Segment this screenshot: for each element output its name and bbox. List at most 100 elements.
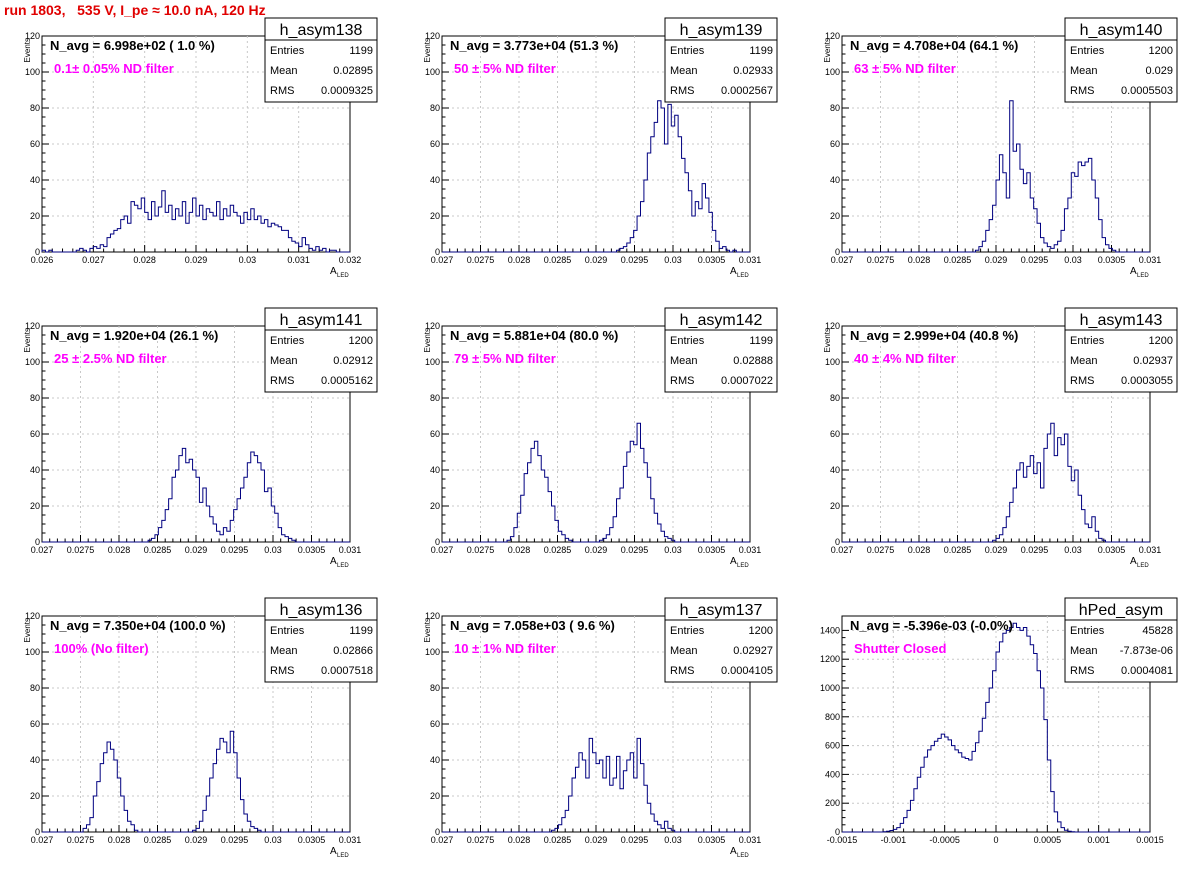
x-tick-label: 0.03 xyxy=(264,545,282,555)
navg-label: N_avg = 6.998e+02 ( 1.0 %) xyxy=(50,38,215,53)
y-tick-label: 60 xyxy=(430,719,440,729)
x-tick-label: 0.0305 xyxy=(698,545,726,555)
stats-label: RMS xyxy=(670,375,694,387)
stats-label: Entries xyxy=(670,335,705,347)
stats-value: -7.873e-06 xyxy=(1120,645,1173,657)
navg-label: N_avg = 3.773e+04 (51.3 %) xyxy=(450,38,618,53)
stats-label: RMS xyxy=(270,85,294,97)
histogram-name: h_asym141 xyxy=(280,312,363,329)
histogram-panel-h_asym143: 0.027 0.0275 0.028 0.0285 0.029 0.0295 0.03 0.0… xyxy=(823,307,1178,569)
y-tick-label: 0 xyxy=(35,247,40,257)
x-tick-label: 0.0285 xyxy=(944,255,972,265)
stats-value: 0.0007518 xyxy=(321,665,373,677)
x-tick-label: 0.0285 xyxy=(144,835,172,845)
y-tick-label: 400 xyxy=(825,769,840,779)
stats-label: Mean xyxy=(670,65,698,77)
x-tick-label: 0.029 xyxy=(985,255,1008,265)
y-tick-label: 100 xyxy=(425,67,440,77)
stats-label: RMS xyxy=(670,665,694,677)
histogram-series-line xyxy=(42,447,350,543)
x-tick-label: 0.0285 xyxy=(544,835,572,845)
x-tick-label: 0.027 xyxy=(82,255,105,265)
y-axis-label: Events xyxy=(423,328,432,352)
x-tick-label: 0.027 xyxy=(831,255,854,265)
x-tick-label: 0.028 xyxy=(908,545,931,555)
y-tick-label: 0 xyxy=(35,537,40,547)
stats-value: 45828 xyxy=(1142,625,1173,637)
stats-box xyxy=(264,39,378,103)
stats-value: 0.0009325 xyxy=(321,85,373,97)
y-tick-label: 80 xyxy=(830,103,840,113)
stats-label: RMS xyxy=(1070,85,1094,97)
y-tick-label: 120 xyxy=(825,321,840,331)
stats-label: Mean xyxy=(270,65,298,77)
stats-label: Mean xyxy=(1070,645,1098,657)
y-tick-label: 80 xyxy=(430,683,440,693)
y-tick-label: 80 xyxy=(30,683,40,693)
y-tick-label: 80 xyxy=(30,103,40,113)
x-axis-label-subscript: LED xyxy=(337,563,349,569)
y-tick-label: 20 xyxy=(430,211,440,221)
x-tick-label: 0.028 xyxy=(108,545,131,555)
stats-box xyxy=(264,619,378,683)
x-tick-label: 0.029 xyxy=(985,545,1008,555)
stats-value: 0.0007022 xyxy=(721,375,773,387)
navg-label: N_avg = 1.920e+04 (26.1 %) xyxy=(50,328,218,343)
stats-value: 1200 xyxy=(749,625,773,637)
histogram-series-line xyxy=(842,422,1150,543)
y-tick-label: 200 xyxy=(825,798,840,808)
x-axis-label: A xyxy=(1130,266,1137,277)
stats-box xyxy=(1064,329,1178,393)
x-tick-label: 0.0285 xyxy=(544,545,572,555)
x-tick-label: 0.0295 xyxy=(621,545,649,555)
stats-label: Entries xyxy=(1070,625,1105,637)
x-tick-label: 0.03 xyxy=(664,835,682,845)
y-axis-label: Events xyxy=(23,328,32,352)
x-axis-label-subscript: LED xyxy=(337,853,349,859)
stats-label: RMS xyxy=(270,375,294,387)
histogram-series-line xyxy=(442,422,750,543)
x-tick-label: 0.0275 xyxy=(867,255,895,265)
filter-annotation: 25 ± 2.5% ND filter xyxy=(54,351,167,366)
y-tick-label: 800 xyxy=(825,712,840,722)
x-tick-label: 0.028 xyxy=(508,835,531,845)
y-tick-label: 60 xyxy=(30,139,40,149)
y-tick-label: 40 xyxy=(430,465,440,475)
y-axis-label: Events xyxy=(23,618,32,642)
x-axis-label-subscript: LED xyxy=(1137,563,1149,569)
histogram-series-line xyxy=(42,730,350,833)
y-tick-label: 40 xyxy=(430,175,440,185)
y-tick-label: 60 xyxy=(430,429,440,439)
x-tick-label: 0.028 xyxy=(908,255,931,265)
x-tick-label: 0 xyxy=(993,835,998,845)
stats-value: 0.02937 xyxy=(1133,355,1173,367)
stats-label: Mean xyxy=(670,645,698,657)
y-tick-label: 20 xyxy=(30,501,40,511)
navg-label: N_avg = 7.058e+03 ( 9.6 %) xyxy=(450,618,615,633)
stats-label: RMS xyxy=(1070,665,1094,677)
stats-value: 0.02927 xyxy=(733,645,773,657)
y-axis-label: Events xyxy=(423,38,432,62)
x-tick-label: 0.0305 xyxy=(698,835,726,845)
histogram-panel-h_asym139: 0.027 0.0275 0.028 0.0285 0.029 0.0295 0.03 0.0… xyxy=(423,17,778,279)
stats-label: Entries xyxy=(1070,45,1105,57)
x-tick-label: 0.031 xyxy=(739,835,762,845)
x-axis-label: A xyxy=(330,556,337,567)
y-tick-label: 80 xyxy=(430,393,440,403)
histogram-panel-h_asym136: 0.027 0.0275 0.028 0.0285 0.029 0.0295 0.03 0.0… xyxy=(23,597,378,859)
histogram-panel-h_asym137: 0.027 0.0275 0.028 0.0285 0.029 0.0295 0.03 0.0… xyxy=(423,597,778,859)
x-tick-label: 0.028 xyxy=(133,255,156,265)
histogram-name: h_asym139 xyxy=(680,22,763,39)
x-tick-label: 0.031 xyxy=(339,545,362,555)
y-tick-label: 1000 xyxy=(820,683,840,693)
y-tick-label: 60 xyxy=(830,139,840,149)
stats-box xyxy=(664,329,778,393)
x-tick-label: 0.0275 xyxy=(867,545,895,555)
navg-label: N_avg = 2.999e+04 (40.8 %) xyxy=(850,328,1018,343)
x-axis-label: A xyxy=(730,556,737,567)
x-tick-label: 0.0305 xyxy=(298,545,326,555)
x-tick-label: 0.031 xyxy=(287,255,310,265)
x-axis-label-subscript: LED xyxy=(337,273,349,279)
y-tick-label: 100 xyxy=(25,67,40,77)
y-tick-label: 1200 xyxy=(820,654,840,664)
